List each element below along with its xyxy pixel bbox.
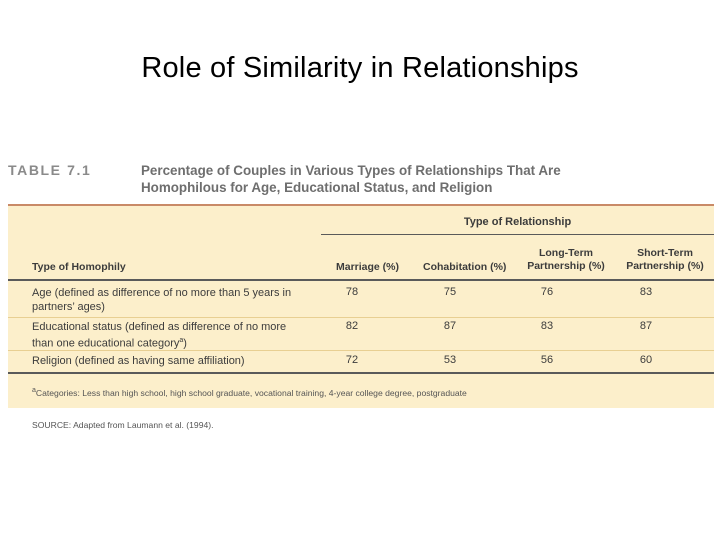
row-label-education-line-2: than one educational categorya) [32,334,322,351]
col-header-cohabitation: Cohabitation (%) [423,261,507,273]
col-header-long-term: Long-Term Partnership (%) [524,247,608,273]
row-label-education-line-1: Educational status (defined as differenc… [32,321,287,333]
col-header-long-term-line-1: Long-Term [538,247,594,259]
cell-age-marriage: 78 [345,286,359,298]
row-label-age-line-2: partners’ ages) [32,301,105,313]
cell-religion-cohabitation: 53 [443,354,457,366]
col-header-short-term-line-2: Partnership (%) [626,260,704,272]
cell-age-cohabitation: 75 [443,286,457,298]
row-label-education-text: than one educational category [32,337,180,350]
cell-education-cohabitation: 87 [443,320,457,332]
row-label-age-line-1: Age (defined as difference of no more th… [32,287,292,299]
cell-religion-marriage: 72 [345,354,359,366]
cell-religion-long-term: 56 [540,354,554,366]
table-footnote: aCategories: Less than high school, high… [32,387,467,398]
table-caption-line-1: Percentage of Couples in Various Types o… [141,163,561,178]
cell-education-long-term: 83 [540,320,554,332]
table-caption-line-2: Homophilous for Age, Educational Status,… [141,180,493,195]
row-label-age: Age (defined as difference of no more th… [32,286,322,314]
row-label-education: Educational status (defined as differenc… [32,320,322,351]
table-panel: Type of Relationship Type of Homophily M… [8,206,714,408]
table-number: TABLE 7.1 [8,162,92,178]
cell-age-long-term: 76 [540,286,554,298]
group-header-rule [321,234,714,235]
cell-education-marriage: 82 [345,320,359,332]
row-label-education-end: ) [183,337,187,350]
col-header-long-term-line-2: Partnership (%) [527,260,605,272]
footnote-text: Categories: Less than high school, high … [35,387,467,398]
footnote-marker: a [179,337,184,344]
row-separator [8,317,714,318]
cell-age-short-term: 83 [639,286,653,298]
col-header-short-term: Short-Term Partnership (%) [622,247,708,273]
table-source: SOURCE: Adapted from Laumann et al. (199… [32,420,214,430]
cell-religion-short-term: 60 [639,354,653,366]
table-header: TABLE 7.1 Percentage of Couples in Vario… [8,160,714,206]
slide-title: Role of Similarity in Relationships [141,52,579,84]
row-label-religion: Religion (defined as having same affilia… [32,354,322,368]
col-header-marriage: Marriage (%) [336,261,400,273]
col-header-short-term-line-1: Short-Term [637,247,693,259]
table-caption: Percentage of Couples in Various Types o… [141,162,661,196]
row-separator [8,350,714,351]
cell-education-short-term: 87 [639,320,653,332]
footer-rule [8,372,714,374]
footnote-mark: a [32,387,36,394]
col-header-homophily: Type of Homophily [32,261,126,273]
group-header: Type of Relationship [463,216,572,228]
row-label-religion-line-1: Religion (defined as having same affilia… [32,355,245,367]
header-rule [8,279,714,281]
